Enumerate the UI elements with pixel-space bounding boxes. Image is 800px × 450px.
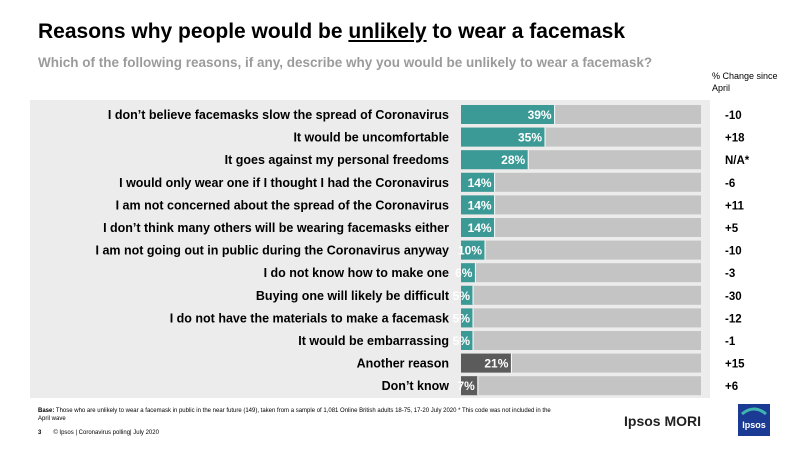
change-value: +15	[725, 359, 745, 371]
change-cell	[719, 331, 759, 350]
change-value: +18	[725, 133, 745, 145]
bar	[461, 240, 485, 260]
title-underlined-word: unlikely	[348, 20, 427, 43]
change-value: N/A*	[725, 155, 750, 167]
bar	[461, 353, 512, 373]
value-label: 35%	[518, 131, 542, 145]
change-value: -3	[725, 268, 735, 280]
change-value: -10	[725, 246, 742, 258]
category-label: It would be uncomfortable	[293, 131, 449, 145]
category-label: I am not concerned about the spread of t…	[116, 198, 449, 212]
bar	[461, 308, 473, 328]
bar-track	[461, 285, 701, 305]
change-cell	[719, 172, 759, 192]
change-cell	[719, 240, 759, 260]
ipsos-logo-icon: Ipsos	[738, 404, 770, 436]
category-label: It goes against my personal freedoms	[225, 153, 449, 167]
base-note: Base: Those who are unlikely to wear a f…	[38, 408, 551, 422]
change-cell	[719, 150, 759, 170]
bar	[461, 127, 545, 147]
bar	[461, 285, 473, 305]
value-label: 10%	[458, 244, 482, 258]
change-cell	[719, 263, 759, 283]
value-label: 28%	[501, 153, 525, 167]
change-value: -10	[725, 110, 742, 122]
svg-text:Ipsos: Ipsos	[742, 420, 766, 430]
bar-track	[461, 353, 701, 373]
bar	[461, 218, 495, 237]
category-label: I do not know how to make one	[264, 266, 449, 280]
page-title: Reasons why people would be unlikely to …	[38, 20, 626, 43]
bar	[461, 195, 495, 215]
category-label: I don’t think many others will be wearin…	[103, 221, 449, 235]
change-cell	[719, 195, 759, 215]
change-value: -12	[725, 313, 742, 325]
change-column-header: % Change since April	[712, 71, 778, 93]
change-cell	[719, 353, 759, 373]
change-cell	[719, 308, 759, 328]
bar	[461, 105, 555, 124]
category-label: I do not have the materials to make a fa…	[170, 311, 449, 325]
value-label: 21%	[484, 357, 508, 371]
page-number: 3	[38, 430, 42, 436]
value-label: 14%	[468, 221, 492, 235]
value-label: 14%	[468, 198, 492, 212]
value-label: 6%	[455, 266, 473, 280]
value-label: 14%	[468, 176, 492, 190]
change-value: +6	[725, 381, 738, 393]
value-label: 39%	[528, 108, 552, 122]
category-label: Buying one will likely be difficult	[256, 289, 450, 303]
category-label: It would be embarrassing	[298, 334, 449, 348]
value-label: 7%	[457, 379, 475, 393]
category-label: I am not going out in public during the …	[96, 244, 450, 258]
question-subtitle: Which of the following reasons, if any, …	[38, 55, 653, 70]
bar-track	[461, 331, 701, 350]
category-label: Another reason	[357, 357, 449, 371]
category-label: I would only wear one if I thought I had…	[119, 176, 449, 190]
footer: 3 © Ipsos | Coronavirus polling| July 202…	[38, 430, 159, 436]
bar-track	[461, 263, 701, 283]
bar-track	[461, 218, 701, 237]
bar	[461, 331, 473, 350]
change-value: +5	[725, 223, 739, 235]
bar-track	[461, 376, 701, 396]
change-value: -1	[725, 336, 736, 348]
change-cell	[719, 285, 759, 305]
change-cell	[719, 376, 759, 396]
bar	[461, 172, 495, 192]
footer-text: © Ipsos | Coronavirus polling| July 2020	[53, 430, 159, 436]
category-label: I don’t believe facemasks slow the sprea…	[108, 108, 449, 122]
change-cell	[719, 105, 759, 124]
bar	[461, 376, 478, 396]
value-label: 5%	[453, 334, 471, 348]
bar	[461, 150, 529, 170]
bar-track	[461, 308, 701, 328]
bar-track	[461, 172, 701, 192]
brand-name: Ipsos MORI	[624, 413, 702, 429]
value-label: 5%	[453, 289, 471, 303]
change-cell	[719, 127, 759, 147]
bar-track	[461, 240, 701, 260]
change-cell	[719, 218, 759, 237]
change-value: -30	[725, 291, 742, 303]
bar-track	[461, 195, 701, 215]
bar	[461, 263, 476, 283]
change-value: -6	[725, 178, 735, 190]
category-label: Don’t know	[382, 379, 450, 393]
value-label: 5%	[453, 311, 471, 325]
change-value: +11	[725, 200, 744, 212]
